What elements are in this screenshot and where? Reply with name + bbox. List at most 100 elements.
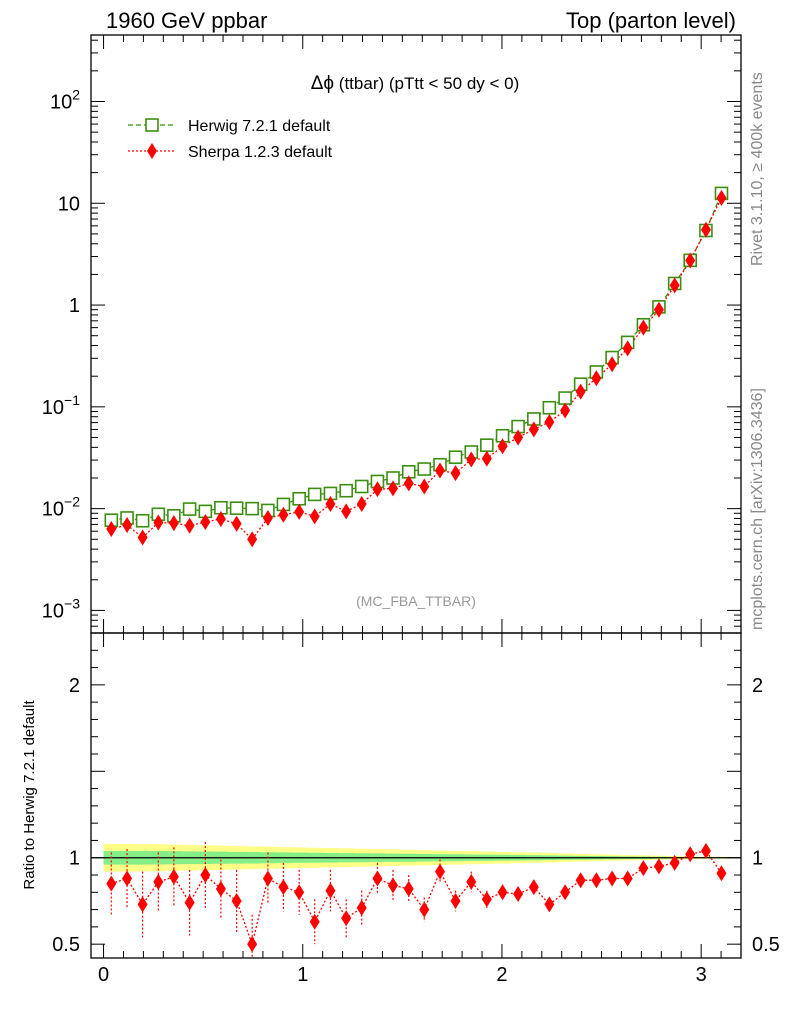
ratio-frame: [90, 632, 742, 959]
herwig-point: [542, 400, 557, 415]
main-title-symbol: Δϕ: [311, 73, 334, 94]
sherpa-point: [544, 413, 555, 430]
ratio-panel: 0 1 2 3 0.5 0.5 1 1 2 2 Ratio to Herwig 7.2.1 def…: [21, 632, 780, 986]
herwig-line: [111, 193, 723, 522]
y-tick-label: 10: [58, 193, 80, 215]
y-tick-label: 1: [69, 295, 80, 317]
x-tick-label: 3: [696, 964, 707, 986]
herwig-point: [558, 391, 572, 405]
sherpa-point: [466, 451, 477, 468]
x-tick-label: 0: [98, 964, 109, 986]
ratio-point: [137, 896, 148, 913]
sherpa-point: [700, 221, 711, 238]
ratio-point: [622, 870, 633, 887]
rivet-label: Rivet 3.1.10, ≥ 400k events: [749, 72, 766, 266]
sherpa-point: [450, 465, 461, 482]
ratio-y-tick-label-right: 1: [752, 848, 763, 870]
legend-herwig-marker: [145, 118, 159, 132]
ratio-point: [215, 880, 226, 897]
sherpa-point: [247, 531, 258, 548]
ratio-point: [403, 880, 414, 897]
sherpa-point: [638, 319, 649, 336]
ratio-point: [653, 858, 664, 875]
ratio-point: [309, 913, 320, 930]
sherpa-point: [153, 514, 164, 531]
ratio-point: [106, 875, 117, 892]
main-title: Δϕ (ttbar) (pTtt < 50 dy < 0): [311, 73, 520, 94]
ratio-point: [278, 879, 289, 896]
ratio-point: [435, 863, 446, 880]
sherpa-point: [497, 438, 508, 455]
herwig-point: [480, 438, 494, 452]
main-title-rest: (ttbar) (pTtt < 50 dy < 0): [334, 74, 519, 93]
ratio-y-tick-label-right: 2: [752, 675, 763, 697]
ratio-point: [419, 901, 430, 918]
herwig-point: [245, 501, 259, 516]
ratio-point: [528, 879, 539, 896]
y-tick-label: 102: [50, 86, 80, 113]
sherpa-point: [184, 517, 195, 534]
ratio-point: [168, 868, 179, 885]
mcplots-label: mcplots.cern.ch [arXiv:1306.3436]: [749, 388, 766, 630]
sherpa-point: [653, 301, 664, 318]
ratio-point: [685, 846, 696, 863]
ratio-point: [184, 894, 195, 911]
sherpa-point: [387, 480, 398, 497]
sherpa-point: [575, 383, 586, 400]
sherpa-point: [528, 421, 539, 438]
ratio-point: [262, 870, 273, 887]
sherpa-point: [137, 529, 148, 546]
sherpa-point: [669, 277, 680, 294]
sherpa-point: [168, 515, 179, 532]
sherpa-point: [607, 356, 618, 373]
y-tick-label-base: 10: [42, 499, 64, 521]
ratio-point: [497, 884, 508, 901]
legend-herwig-label: Herwig 7.2.1 default: [188, 118, 331, 135]
ratio-point: [247, 936, 258, 953]
ratio-point: [356, 899, 367, 916]
ratio-point: [341, 910, 352, 927]
herwig-point: [448, 450, 463, 465]
ratio-y-tick-label-right: 0.5: [752, 934, 780, 956]
y-tick-label-base: 1: [69, 295, 80, 317]
sherpa-point: [122, 517, 133, 534]
herwig-point: [292, 491, 306, 506]
y-tick-label-base: 10: [58, 193, 80, 215]
sherpa-line: [111, 197, 723, 541]
ratio-y-tick-label: 2: [69, 675, 80, 697]
ratio-ylabel: Ratio to Herwig 7.2.1 default: [21, 700, 38, 890]
ratio-point: [513, 886, 524, 903]
ratio-point: [481, 891, 492, 908]
sherpa-point: [278, 506, 289, 523]
ratio-point: [200, 867, 211, 884]
x-tick-label: 2: [496, 964, 507, 986]
ratio-point: [591, 872, 602, 889]
ratio-point: [325, 882, 336, 899]
ratio-y-tick-label: 1: [69, 848, 80, 870]
sherpa-point: [591, 370, 602, 387]
ratio-point: [700, 842, 711, 859]
ratio-point: [231, 892, 242, 909]
y-tick-label-base: 10: [42, 600, 64, 622]
sherpa-point: [215, 511, 226, 528]
sherpa-point: [200, 513, 211, 530]
herwig-point: [339, 483, 353, 498]
ratio-point: [560, 884, 571, 901]
y-tick-label-exp: −1: [64, 392, 80, 408]
header-left: 1960 GeV ppbar: [106, 8, 267, 33]
herwig-point: [135, 513, 150, 528]
sherpa-point: [419, 478, 430, 495]
y-tick-label-base: 10: [42, 397, 64, 419]
ratio-point: [372, 870, 383, 887]
sherpa-point: [372, 481, 383, 498]
ratio-point: [294, 884, 305, 901]
herwig-point: [417, 462, 432, 476]
ratio-y-tick-label: 0.5: [52, 934, 80, 956]
y-tick-label-exp: −3: [64, 595, 80, 611]
y-tick-label: 10−3: [42, 595, 80, 622]
ratio-point: [544, 896, 555, 913]
sherpa-point: [513, 429, 524, 446]
ratio-point: [669, 854, 680, 871]
header-right: Top (parton level): [566, 8, 736, 33]
